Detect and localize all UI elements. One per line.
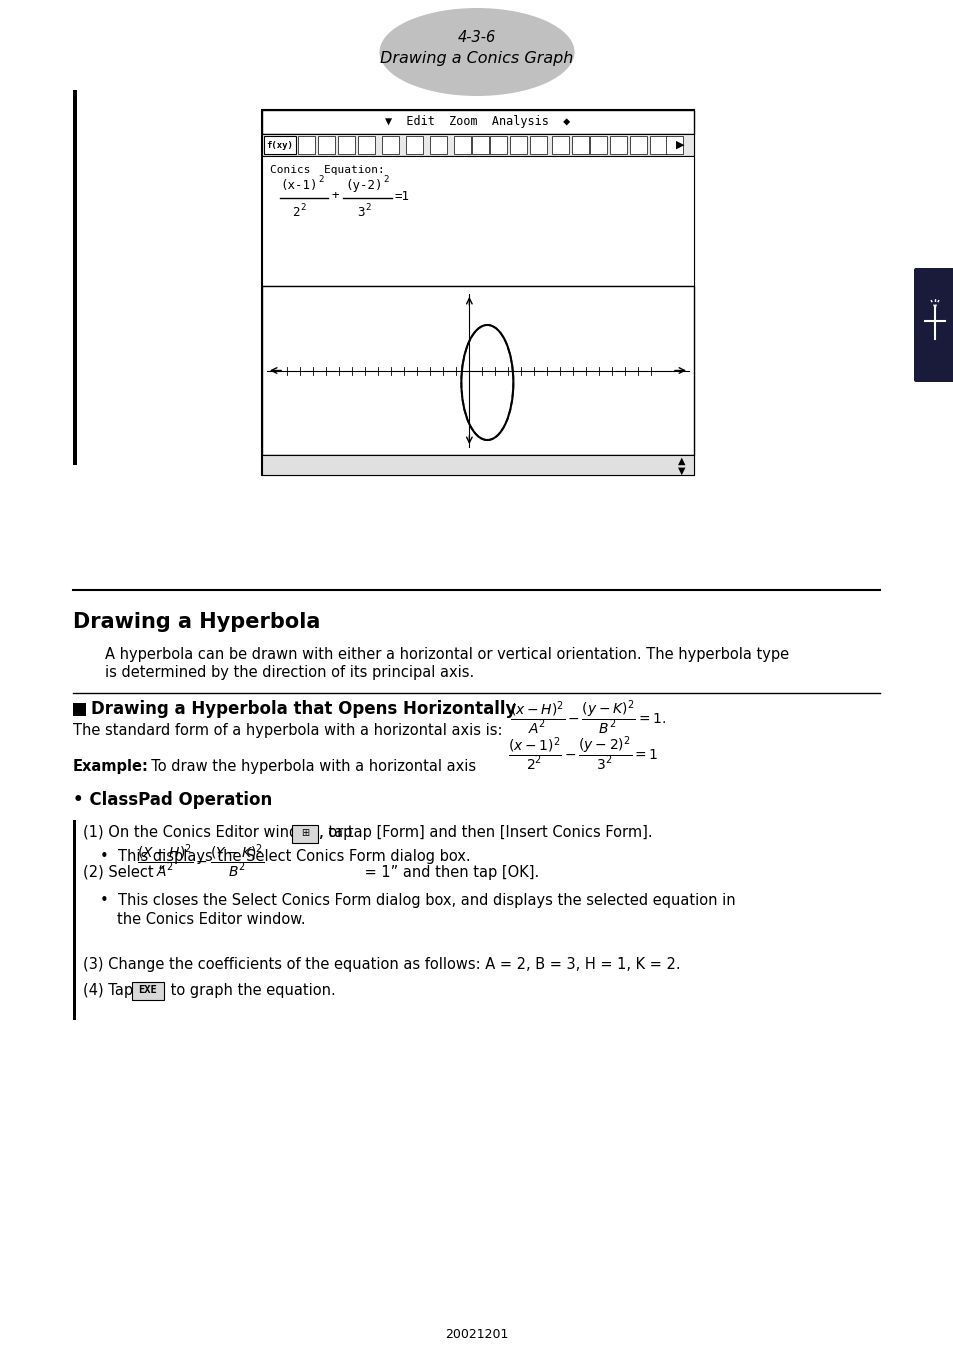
Bar [472,137,489,154]
Bar [530,137,546,154]
Text: A hyperbola can be drawn with either a horizontal or vertical orientation. The h: A hyperbola can be drawn with either a h… [105,646,788,661]
Text: $\dfrac{(X-H)^2}{A^2} - \dfrac{(Y-K)^2}{B^2}$: $\dfrac{(X-H)^2}{A^2} - \dfrac{(Y-K)^2}{… [137,842,264,880]
Text: Example:: Example: [73,758,149,773]
Bar [317,137,335,154]
Text: ▲: ▲ [678,456,685,466]
Text: (4) Tap: (4) Tap [83,983,137,998]
Text: is determined by the direction of its principal axis.: is determined by the direction of its pr… [105,664,474,680]
Text: f(xy): f(xy) [266,141,294,150]
Bar [262,287,693,456]
Text: To draw the hyperbola with a horizontal axis: To draw the hyperbola with a horizontal … [142,758,476,773]
Bar [609,137,626,154]
Bar [264,137,295,154]
Bar [262,110,693,475]
Text: 2: 2 [365,203,370,211]
Text: ⊞: ⊞ [300,827,309,838]
Bar [357,137,375,154]
Bar [297,137,314,154]
Text: = 1” and then tap [OK].: = 1” and then tap [OK]. [359,864,538,880]
Text: (x-1): (x-1) [280,180,317,192]
Bar [430,137,447,154]
FancyBboxPatch shape [913,268,953,383]
Bar [454,137,471,154]
Bar [510,137,526,154]
Bar [572,137,588,154]
Text: (1) On the Conics Editor window, tap: (1) On the Conics Editor window, tap [83,826,356,841]
Bar [73,91,77,465]
Text: ▶: ▶ [675,141,683,150]
Text: (3) Change the coefficients of the equation as follows: A = 2, B = 3, H = 1, K =: (3) Change the coefficients of the equat… [83,956,679,972]
Bar [649,137,666,154]
Text: EXE: EXE [138,986,157,995]
Text: Conics  Equation:: Conics Equation: [270,165,384,174]
Text: $\dfrac{(x-H)^2}{A^2} - \dfrac{(y-K)^2}{B^2} = 1.$: $\dfrac{(x-H)^2}{A^2} - \dfrac{(y-K)^2}{… [510,699,665,737]
Text: ▼: ▼ [678,466,685,476]
Text: 4-3-6: 4-3-6 [457,30,496,45]
Text: (2) Select “: (2) Select “ [83,864,166,880]
Text: 2: 2 [382,176,388,184]
Bar [262,155,693,287]
Text: • ClassPad Operation: • ClassPad Operation [73,791,272,808]
Bar [73,821,76,1019]
Text: +: + [332,189,339,203]
Text: ▼  Edit  Zoom  Analysis  ◆: ▼ Edit Zoom Analysis ◆ [385,115,570,128]
Text: Drawing a Conics Graph: Drawing a Conics Graph [380,50,573,65]
Bar [262,110,693,134]
Text: •  This displays the Select Conics Form dialog box.: • This displays the Select Conics Form d… [100,849,470,864]
Bar [262,456,693,475]
Text: (y-2): (y-2) [345,180,382,192]
Bar [381,137,398,154]
Bar [552,137,568,154]
Text: 3: 3 [356,206,364,219]
Bar [337,137,355,154]
Text: Drawing a Hyperbola: Drawing a Hyperbola [73,612,320,631]
Text: to graph the equation.: to graph the equation. [166,983,335,998]
Bar [629,137,646,154]
FancyBboxPatch shape [132,982,164,1000]
Text: 2: 2 [299,203,305,211]
Bar [490,137,506,154]
Text: =1: =1 [395,189,410,203]
Bar [589,137,606,154]
Text: •  This closes the Select Conics Form dialog box, and displays the selected equa: • This closes the Select Conics Form dia… [100,894,735,909]
FancyBboxPatch shape [292,825,317,844]
Ellipse shape [379,8,574,96]
Bar [73,703,86,717]
Text: , or tap [Form] and then [Insert Conics Form].: , or tap [Form] and then [Insert Conics … [318,826,652,841]
Text: Drawing a Hyperbola that Opens Horizontally: Drawing a Hyperbola that Opens Horizonta… [91,700,516,718]
Text: 20021201: 20021201 [445,1328,508,1340]
Text: the Conics Editor window.: the Conics Editor window. [117,911,305,926]
Text: 2: 2 [292,206,299,219]
Bar [665,137,682,154]
Text: $\dfrac{(x-1)^2}{2^2} - \dfrac{(y-2)^2}{3^2} = 1$: $\dfrac{(x-1)^2}{2^2} - \dfrac{(y-2)^2}{… [507,734,658,773]
Bar [262,134,693,155]
Bar [406,137,422,154]
Text: The standard form of a hyperbola with a horizontal axis is:: The standard form of a hyperbola with a … [73,722,502,737]
Text: 2: 2 [317,176,323,184]
